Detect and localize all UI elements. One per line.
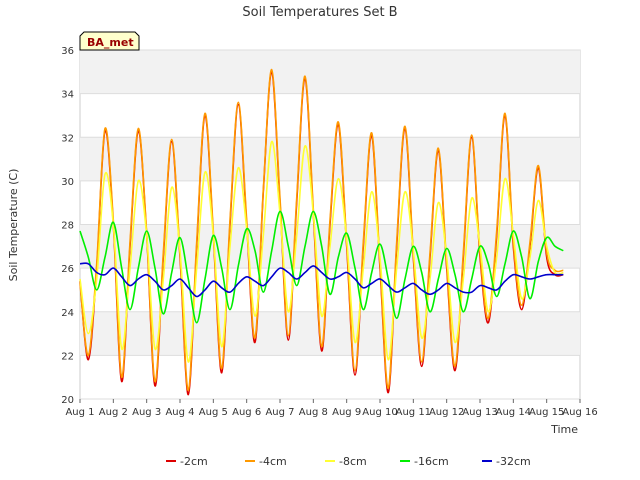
- x-tick-label: Aug 1: [65, 407, 94, 418]
- x-tick-label: Aug 8: [299, 407, 328, 418]
- legend-item: -32cm: [482, 455, 531, 468]
- y-axis-ticks: 20 22 24 26 28 30 32 34 36: [61, 46, 74, 406]
- x-tick-label: Aug 12: [429, 407, 464, 418]
- x-tick-label: Aug 4: [165, 407, 194, 418]
- y-tick-label: 26: [61, 264, 74, 275]
- legend-item: -8cm: [325, 455, 367, 468]
- legend-label: -2cm: [180, 455, 208, 468]
- y-tick-label: 32: [61, 133, 74, 144]
- legend-label: -4cm: [259, 455, 287, 468]
- y-tick-label: 30: [61, 177, 74, 188]
- y-tick-label: 22: [61, 351, 74, 362]
- legend-item: -4cm: [245, 455, 287, 468]
- plot-band: [80, 50, 580, 94]
- x-tick-label: Aug 3: [132, 407, 161, 418]
- y-tick-label: 34: [61, 90, 74, 101]
- legend: -2cm -4cm -8cm -16cm -32cm: [166, 455, 531, 468]
- x-tick-label: Aug 2: [99, 407, 128, 418]
- plot-band: [80, 311, 580, 356]
- y-tick-label: 36: [61, 46, 74, 57]
- x-tick-label: Aug 11: [396, 407, 431, 418]
- series-line-32cmcm: [79, 262, 564, 298]
- x-tick-label: Aug 14: [496, 407, 531, 418]
- series-line-16cmcm: [79, 210, 564, 324]
- chart-title: Soil Temperatures Set B: [242, 5, 397, 20]
- legend-label: -16cm: [414, 455, 449, 468]
- y-tick-label: 20: [61, 395, 74, 406]
- series-lines: [79, 68, 564, 396]
- y-tick-label: 24: [61, 308, 74, 319]
- x-tick-label: Aug 16: [562, 407, 597, 418]
- y-axis-label: Soil Temperature (C): [7, 169, 20, 282]
- station-badge: BA_met: [79, 31, 140, 51]
- y-tick-label: 28: [61, 221, 74, 232]
- x-tick-label: Aug 10: [362, 407, 397, 418]
- x-tick-label: Aug 15: [529, 407, 564, 418]
- x-tick-label: Aug 7: [265, 407, 294, 418]
- series-line-8cmcm: [79, 140, 564, 363]
- x-tick-label: Aug 13: [462, 407, 497, 418]
- legend-item: -16cm: [400, 455, 449, 468]
- legend-label: -32cm: [496, 455, 531, 468]
- x-tick-label: Aug 5: [199, 407, 228, 418]
- station-label: BA_met: [87, 36, 134, 49]
- grid-lines: [80, 49, 580, 400]
- plot-band: [80, 137, 580, 181]
- x-tick-label: Aug 6: [232, 407, 261, 418]
- x-axis-ticks: Aug 1 Aug 2 Aug 3 Aug 4 Aug 5 Aug 6 Aug 7 Aug 8…: [65, 399, 598, 418]
- legend-item: -2cm: [166, 455, 208, 468]
- legend-label: -8cm: [339, 455, 367, 468]
- x-tick-label: Aug 9: [332, 407, 361, 418]
- x-axis-label: Time: [550, 423, 578, 436]
